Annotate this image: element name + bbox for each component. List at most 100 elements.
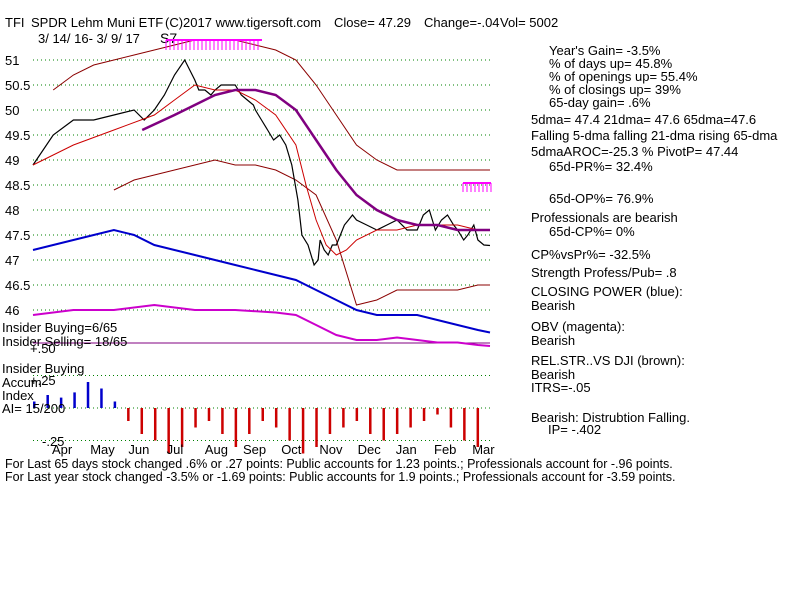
month-label: Nov xyxy=(319,442,343,457)
bands xyxy=(52,39,490,306)
insider-selling-count: Insider Selling= 18/65 xyxy=(2,334,128,349)
accum-bar xyxy=(369,408,372,434)
series-obv xyxy=(32,303,491,347)
year-gain: Year's Gain= -3.5% xyxy=(549,43,661,58)
month-label: May xyxy=(90,442,115,457)
accum-bar xyxy=(476,408,480,447)
volume-value: Vol= 5002 xyxy=(500,15,559,30)
rel-str-label: REL.STR..VS DJI (brown): xyxy=(531,353,685,368)
y-tick-labels: 51 50.5 50 49.5 49 48.5 48 47.5 47 46.5 46 xyxy=(5,53,30,318)
gain-65-day: 65-day gain= .6% xyxy=(549,95,651,110)
y-tick-label: 48 xyxy=(5,203,19,218)
accum-bar xyxy=(248,408,251,434)
accum-bar xyxy=(436,408,439,415)
pct-closings-up: % of closings up= 39% xyxy=(549,82,681,97)
accum-bar xyxy=(33,401,36,408)
sell-arrows xyxy=(165,39,492,192)
accum-level-25: +.25 xyxy=(30,373,56,388)
ma-direction: Falling 5-dma falling 21-dma rising 65-d… xyxy=(531,128,778,143)
accum-bar xyxy=(140,408,144,434)
y-tick-label: 46.5 xyxy=(5,278,30,293)
accum-bar xyxy=(463,408,466,441)
month-labels: Apr May Jun Jul Aug Sep Oct Nov Dec Jan Feb Mar xyxy=(52,442,495,457)
moving-averages: 5dma= 47.4 21dma= 47.6 65dma=47.6 xyxy=(531,112,757,127)
closing-power-label: CLOSING POWER (blue): xyxy=(531,284,683,299)
ai-value: AI= 15/200 xyxy=(2,401,66,416)
insider-buying-label: Insider Buying xyxy=(2,361,85,376)
footer-year: For Last year stock changed -3.5% or -1.… xyxy=(5,470,676,484)
accum-bar xyxy=(234,408,238,447)
obv-status: Bearish xyxy=(531,333,576,348)
accum-bar xyxy=(207,408,211,421)
accum-bar xyxy=(422,408,426,421)
cp-vs-pr: CP%vsPr%= -32.5% xyxy=(531,247,651,262)
pct-days-up: % of days up= 45.8% xyxy=(549,56,673,71)
close-value: Close= 47.29 xyxy=(334,15,411,30)
accum-level-minus25: -.25 xyxy=(42,434,65,449)
accum-bar xyxy=(382,408,385,441)
footer-65-day: For Last 65 days stock changed .6% or .2… xyxy=(5,457,673,471)
accum-bar xyxy=(59,397,63,408)
accum-bar xyxy=(113,401,117,408)
accum-bar xyxy=(73,392,76,408)
obv-label: OBV (magenta): xyxy=(531,319,625,334)
accum-bar xyxy=(153,408,157,441)
series-closing-power xyxy=(32,228,491,334)
month-label: Aug xyxy=(205,442,228,457)
series-65-dma xyxy=(141,88,490,232)
month-label: Apr xyxy=(52,442,73,457)
cp-65d: 65d-CP%= 0% xyxy=(549,224,635,239)
accum-bar xyxy=(221,408,224,434)
y-tick-label: 49.5 xyxy=(5,128,30,143)
month-label: Jan xyxy=(396,442,417,457)
copyright: (C)2017 www.tigersoft.com xyxy=(165,15,322,30)
accum-bar xyxy=(355,408,359,421)
month-label: Oct xyxy=(281,442,302,457)
accum-bar xyxy=(301,408,305,454)
strength-profess-pub: Strength Profess/Pub= .8 xyxy=(531,265,677,280)
pct-openings-up: % of openings up= 55.4% xyxy=(549,69,698,84)
professionals-status: Professionals are bearish xyxy=(531,210,678,225)
signal-label: S7 xyxy=(160,30,178,46)
y-tick-label: 50.5 xyxy=(5,78,30,93)
y-tick-label: 50 xyxy=(5,103,19,118)
insider-buying-count: Insider Buying=6/65 xyxy=(2,320,118,335)
y-tick-label: 46 xyxy=(5,303,19,318)
accum-bar xyxy=(261,408,264,421)
accum-bar xyxy=(395,408,399,434)
accum-bar xyxy=(449,408,453,428)
date-range: 3/ 14/ 16- 3/ 9/ 17 xyxy=(38,31,140,46)
accum-label: Accum xyxy=(2,375,42,390)
series-close xyxy=(32,58,491,267)
y-tick-label: 48.5 xyxy=(5,178,30,193)
accum-bar xyxy=(180,408,184,447)
accum-bar xyxy=(409,408,412,428)
accum-bar xyxy=(100,388,103,408)
accum-bar xyxy=(342,408,345,428)
indicator-lines xyxy=(32,58,491,347)
gridlines xyxy=(33,59,490,441)
y-tick-label: 47.5 xyxy=(5,228,30,243)
ip-value: IP= -.402 xyxy=(548,422,602,437)
ticker: TFI xyxy=(5,15,25,30)
month-label: Feb xyxy=(434,442,456,457)
y-tick-label: 49 xyxy=(5,153,19,168)
y-tick-label: 51 xyxy=(5,53,19,68)
fund-name: SPDR Lehm Muni ETF xyxy=(31,15,164,30)
pr-65d: 65d-PR%= 32.4% xyxy=(549,159,653,174)
accum-bar xyxy=(194,408,197,428)
series-lower-band xyxy=(113,159,490,306)
change-value: Change=-.04 xyxy=(424,15,500,30)
itrs-value: ITRS=-.05 xyxy=(531,380,591,395)
index-label: Index xyxy=(2,388,34,403)
month-label: Jun xyxy=(128,442,149,457)
month-label: Sep xyxy=(243,442,266,457)
op-65d: 65d-OP%= 76.9% xyxy=(549,191,654,206)
distribution-status: Bearish: Distrubtion Falling. xyxy=(531,410,690,425)
y-tick-label: 47 xyxy=(5,253,19,268)
accum-bar xyxy=(315,408,318,447)
month-label: Dec xyxy=(358,442,382,457)
accum-bar xyxy=(167,408,170,454)
accum-bar xyxy=(328,408,332,434)
